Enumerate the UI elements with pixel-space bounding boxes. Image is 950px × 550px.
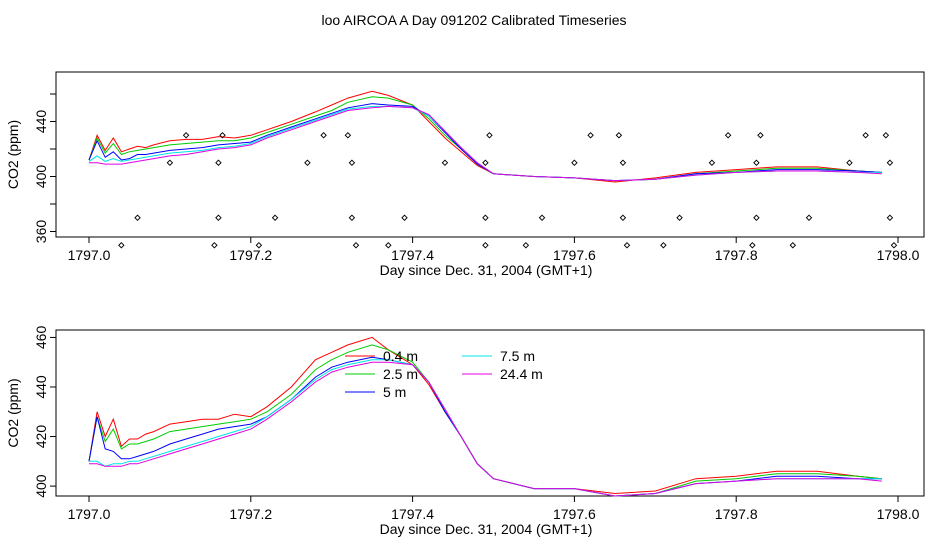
scatter-point	[166, 159, 174, 166]
scatter-point	[522, 242, 530, 249]
scatter-point	[882, 132, 890, 139]
scatter-point	[890, 242, 898, 249]
scatter-point	[348, 159, 356, 166]
scatter-point	[182, 132, 190, 139]
scatter-point	[320, 132, 327, 139]
x-axis-label: Day since Dec. 31, 2004 (GMT+1)	[380, 262, 593, 278]
scatter-point	[255, 242, 263, 249]
scatter-point	[862, 132, 869, 139]
scatter-point	[886, 159, 894, 166]
scatter-point	[538, 214, 546, 221]
bottom-panel: 1797.0 1797.2 1797.4 1797.6 1797.8 1798.0 Day …	[5, 326, 925, 537]
scatter-point	[587, 132, 594, 139]
legend-label: 2.5 m	[383, 366, 418, 382]
y-axis-label: CO2 (ppm)	[5, 378, 21, 447]
scatter-point	[352, 242, 360, 249]
legend-label: 5 m	[383, 384, 406, 400]
scatter-point	[211, 242, 218, 249]
scatter-point	[215, 214, 222, 221]
plot-frame	[55, 71, 925, 238]
scatter-point	[482, 242, 489, 249]
scatter-point	[215, 159, 222, 166]
x-tick-label: 1797.8	[715, 247, 758, 263]
scatter-point	[134, 214, 141, 221]
x-tick-label: 1797.2	[229, 506, 272, 522]
scatter-point	[724, 132, 732, 139]
y-axis-label: CO2 (ppm)	[5, 120, 21, 189]
scatter-point	[348, 214, 356, 221]
x-tick-label: 1798.0	[877, 506, 920, 522]
x-axis-label: Day since Dec. 31, 2004 (GMT+1)	[380, 521, 593, 537]
scatter-point	[753, 214, 760, 221]
scatter-point	[708, 159, 716, 166]
y-tick-label: 400	[33, 165, 49, 189]
scatter-point	[219, 132, 226, 139]
scatter-point	[676, 214, 683, 221]
scatter-point	[441, 159, 449, 166]
scatter-point	[846, 159, 853, 166]
x-tick-label: 1797.6	[553, 247, 596, 263]
scatter-point	[271, 214, 279, 221]
series-line-24-4-m	[89, 105, 882, 182]
scatter-point	[619, 214, 627, 221]
x-tick-label: 1797.4	[391, 506, 434, 522]
y-tick-label: 400	[33, 474, 49, 498]
series-line-0-4-m	[88, 90, 882, 183]
x-tick-label: 1798.0	[877, 247, 920, 263]
scatter-point	[615, 132, 623, 139]
scatter-point	[304, 159, 311, 166]
scatter-point	[886, 214, 894, 221]
x-tick-label: 1797.0	[68, 247, 111, 263]
scatter-point	[482, 214, 489, 221]
x-tick-label: 1797.2	[229, 247, 272, 263]
x-tick-label: 1797.6	[553, 506, 596, 522]
scatter-point	[482, 159, 489, 166]
x-tick-label: 1797.8	[715, 506, 758, 522]
scatter-point	[805, 214, 813, 221]
y-tick-label: 440	[33, 110, 49, 134]
scatter-point	[118, 242, 125, 249]
scatter-point	[571, 159, 578, 166]
scatter-point	[753, 159, 760, 166]
legend-label: 7.5 m	[500, 348, 535, 364]
y-tick-label: 360	[33, 220, 49, 244]
scatter-point	[401, 214, 408, 221]
y-tick-label: 420	[33, 425, 49, 449]
y-tick-label: 440	[33, 375, 49, 399]
scatter-point	[385, 242, 392, 249]
series-line-0-4-m	[88, 336, 882, 495]
legend-label: 0.4 m	[383, 348, 418, 364]
scatter-point	[619, 159, 627, 166]
scatter-point	[757, 132, 764, 139]
scatter-point	[344, 132, 352, 139]
y-tick-label: 460	[33, 326, 49, 350]
top-panel: 1797.0 1797.2 1797.4 1797.6 1797.8 1798.0 Day …	[5, 71, 925, 278]
plot-frame	[55, 329, 925, 497]
figure-title: loo AIRCOA A Day 091202 Calibrated Times…	[321, 12, 626, 28]
series-line-24-4-m	[89, 361, 882, 497]
scatter-point	[749, 242, 756, 249]
x-tick-label: 1797.0	[68, 506, 111, 522]
scatter-point	[623, 242, 631, 249]
scatter-point	[486, 132, 493, 139]
x-tick-label: 1797.4	[391, 247, 434, 263]
scatter-point	[660, 242, 667, 249]
scatter-point	[789, 242, 797, 249]
legend-label: 24.4 m	[500, 366, 543, 382]
